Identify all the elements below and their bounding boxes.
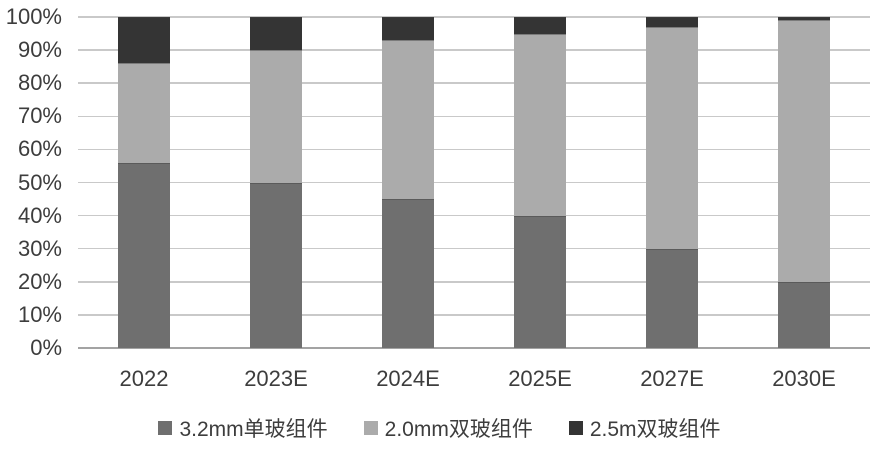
x-axis-line <box>78 347 870 349</box>
y-tick-label-20%: 20% <box>17 268 62 294</box>
y-tick-label-60%: 60% <box>17 136 62 162</box>
gridline-90% <box>78 49 870 51</box>
gridline-40% <box>78 214 870 217</box>
gridline-50% <box>78 181 870 184</box>
gridline-60% <box>78 148 870 151</box>
bar-2027E <box>646 17 698 348</box>
y-tick-label-0%: 0% <box>30 335 62 360</box>
y-tick-label-80%: 80% <box>17 70 62 96</box>
bar-segment-2024E-3.2mm单玻组件 <box>382 199 434 348</box>
legend-label: 2.5m双玻组件 <box>589 418 721 441</box>
legend: 3.2mm单玻组件 2.0mm双玻组件 2.5m双玻组件 <box>0 413 879 443</box>
gridline-10% <box>78 314 870 316</box>
x-tick-label-2027E: 2027E <box>640 366 704 391</box>
bar-segment-2030E-2.5m双玻组件 <box>778 17 830 21</box>
plot-area <box>78 16 870 349</box>
bar-segment-2025E-3.2mm单玻组件 <box>514 215 566 348</box>
bar-2025E <box>514 17 566 348</box>
bar-segment-2030E-3.2mm单玻组件 <box>778 281 830 348</box>
bar-segment-2023E-3.2mm单玻组件 <box>250 182 302 348</box>
gridline-80% <box>78 82 870 84</box>
x-tick-label-2025E: 2025E <box>508 366 572 391</box>
y-tick-label-100%: 100% <box>5 4 62 29</box>
y-tick-label-40%: 40% <box>17 202 62 228</box>
bar-segment-2022-3.2mm单玻组件 <box>118 162 170 348</box>
bar-2023E <box>250 17 302 348</box>
legend-item-2.0mm双玻组件: 2.0mm双玻组件 <box>363 413 533 443</box>
bar-segment-2024E-2.0mm双玻组件 <box>382 40 434 200</box>
bar-segment-2030E-2.0mm双玻组件 <box>778 20 830 282</box>
x-tick-label-2022: 2022 <box>119 366 169 391</box>
legend-label: 2.0mm双玻组件 <box>384 418 533 441</box>
bar-segment-2027E-2.0mm双玻组件 <box>646 26 698 249</box>
y-tick-label-10%: 10% <box>17 301 62 327</box>
x-tick-label-2024E: 2024E <box>376 366 440 391</box>
gridline-70% <box>78 115 870 118</box>
y-tick-label-30%: 30% <box>17 235 62 261</box>
legend-swatch-icon <box>568 421 583 435</box>
legend-label: 3.2mm单玻组件 <box>179 418 328 441</box>
x-tick-label-2023E: 2023E <box>244 366 308 391</box>
bar-segment-2024E-2.5m双玻组件 <box>382 17 434 41</box>
x-tick-label-2030E: 2030E <box>772 366 836 391</box>
y-tick-label-90%: 90% <box>17 37 62 63</box>
gridline-20% <box>78 281 870 283</box>
bar-segment-2022-2.5m双玻组件 <box>118 17 170 64</box>
gridline-100% <box>78 16 870 18</box>
bar-segment-2023E-2.5m双玻组件 <box>250 17 302 51</box>
legend-item-2.5m双玻组件: 2.5m双玻组件 <box>568 413 721 443</box>
legend-swatch-icon <box>363 421 378 435</box>
bar-segment-2027E-2.5m双玻组件 <box>646 17 698 27</box>
legend-item-3.2mm单玻组件: 3.2mm单玻组件 <box>158 413 328 443</box>
bar-2030E <box>778 17 830 348</box>
bar-segment-2025E-2.0mm双玻组件 <box>514 33 566 216</box>
legend-swatch-icon <box>158 421 173 435</box>
bar-segment-2023E-2.0mm双玻组件 <box>250 50 302 183</box>
bar-2024E <box>382 17 434 348</box>
bar-segment-2022-2.0mm双玻组件 <box>118 63 170 163</box>
bar-2022 <box>118 17 170 348</box>
gridline-30% <box>78 247 870 250</box>
bar-segment-2025E-2.5m双玻组件 <box>514 17 566 34</box>
bar-segment-2027E-3.2mm单玻组件 <box>646 248 698 348</box>
y-tick-label-70%: 70% <box>17 103 62 129</box>
y-tick-label-50%: 50% <box>17 169 62 195</box>
